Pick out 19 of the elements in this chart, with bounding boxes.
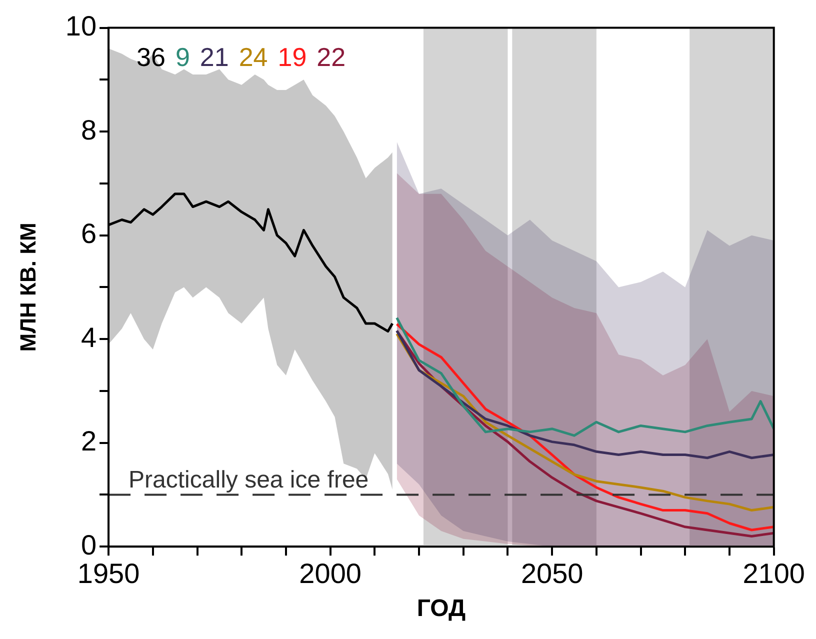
y-tick-label: 10 bbox=[65, 10, 97, 42]
y-tick-label: 8 bbox=[80, 114, 97, 146]
text: 36 bbox=[136, 42, 166, 72]
y-tick-label: 2 bbox=[80, 426, 97, 457]
text: 22 bbox=[316, 42, 346, 72]
x-axis-title: ГОД bbox=[416, 595, 466, 622]
y-axis-title: МЛН КВ. КМ bbox=[15, 222, 40, 352]
y-tick-label: 0 bbox=[80, 529, 97, 560]
text: 9 bbox=[175, 42, 190, 72]
text: 24 bbox=[238, 42, 268, 72]
ref-line-label: Practically sea ice free bbox=[128, 466, 369, 494]
x-tick-label: 2000 bbox=[299, 558, 362, 590]
text: 21 bbox=[200, 42, 229, 72]
x-tick-label: 1950 bbox=[77, 558, 140, 590]
y-tick-label: 4 bbox=[80, 322, 97, 353]
text: 19 bbox=[278, 42, 307, 72]
y-tick-label: 6 bbox=[80, 218, 97, 250]
x-tick-label: 2100 bbox=[742, 558, 806, 590]
x-tick-label: 2050 bbox=[520, 558, 584, 590]
